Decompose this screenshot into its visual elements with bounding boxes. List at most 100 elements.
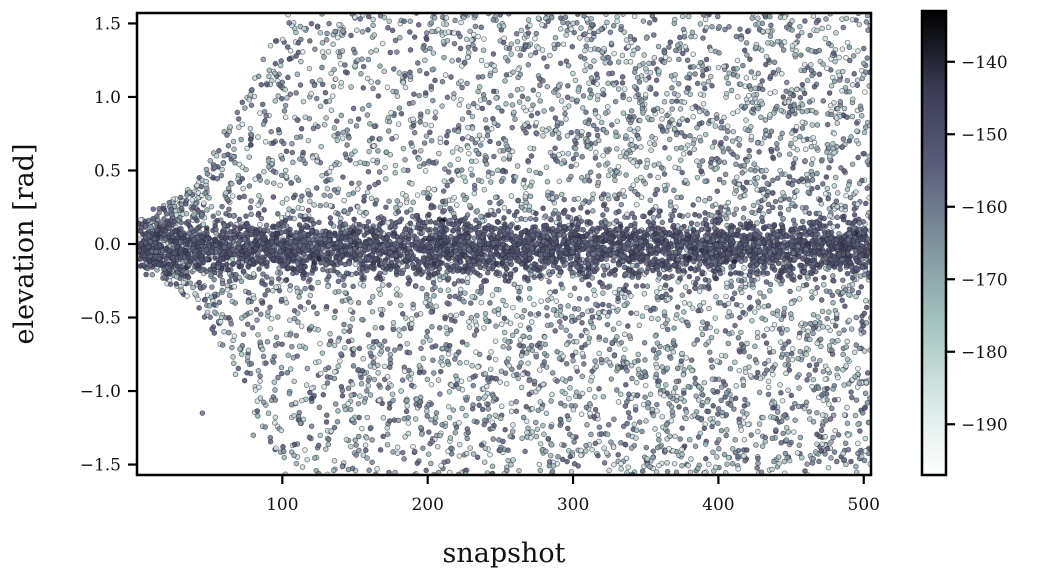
scatter-point: [818, 427, 825, 434]
scatter-point: [544, 178, 551, 185]
scatter-point: [261, 168, 267, 175]
scatter-point: [650, 347, 657, 354]
scatter-point: [431, 15, 438, 21]
scatter-point: [788, 300, 795, 307]
scatter-point: [725, 80, 732, 87]
scatter-point: [283, 173, 290, 180]
scatter-point: [844, 186, 851, 193]
scatter-point: [407, 277, 413, 284]
scatter-point: [629, 375, 635, 382]
scatter-point: [553, 312, 560, 318]
scatter-point: [765, 201, 772, 208]
scatter-point: [552, 288, 559, 295]
scatter-point: [839, 88, 845, 94]
scatter-point: [703, 66, 710, 73]
scatter-point: [400, 145, 407, 152]
scatter-point: [621, 294, 628, 301]
scatter-point: [410, 116, 416, 123]
scatter-point: [604, 19, 610, 26]
scatter-point: [660, 369, 667, 375]
scatter-point: [257, 110, 263, 116]
scatter-point: [490, 88, 497, 95]
scatter-point: [614, 387, 620, 393]
scatter-point: [741, 205, 747, 212]
scatter-point: [740, 378, 747, 385]
scatter-point: [595, 179, 602, 186]
scatter-point: [600, 290, 606, 296]
scatter-point: [226, 329, 232, 336]
scatter-point: [365, 56, 372, 63]
scatter-point: [636, 79, 643, 85]
scatter-point: [636, 62, 643, 69]
scatter-point: [578, 447, 584, 454]
scatter-point: [674, 304, 681, 310]
scatter-point: [732, 359, 738, 365]
scatter-point: [323, 446, 329, 452]
scatter-point: [842, 203, 848, 210]
scatter-point: [647, 86, 654, 92]
scatter-point: [593, 149, 599, 156]
scatter-point: [406, 349, 413, 356]
scatter-point: [523, 418, 530, 424]
scatter-point: [733, 33, 740, 40]
scatter-point: [535, 45, 541, 51]
scatter-point: [326, 341, 332, 348]
scatter-point: [338, 351, 344, 357]
scatter-point: [716, 24, 722, 30]
scatter-point: [208, 203, 215, 210]
scatter-point: [849, 287, 855, 294]
scatter-point: [651, 162, 657, 168]
scatter-point: [862, 390, 869, 397]
scatter-point: [302, 345, 309, 351]
scatter-point: [649, 134, 655, 140]
scatter-point: [366, 184, 372, 190]
scatter-point: [800, 327, 807, 333]
scatter-point: [531, 301, 537, 308]
scatter-point: [230, 354, 236, 360]
scatter-point: [680, 26, 687, 33]
scatter-point: [296, 294, 302, 300]
scatter-point: [651, 107, 657, 114]
scatter-point: [498, 178, 505, 185]
scatter-point: [335, 34, 341, 41]
scatter-point: [809, 295, 815, 301]
scatter-point: [812, 290, 819, 296]
scatter-point: [347, 118, 354, 124]
scatter-point: [702, 325, 709, 332]
scatter-point: [264, 287, 271, 293]
scatter-point: [425, 186, 432, 192]
scatter-point: [432, 115, 438, 121]
scatter-point: [302, 114, 309, 120]
scatter-point: [620, 188, 626, 194]
scatter-point: [679, 116, 686, 122]
scatter-point: [446, 414, 453, 421]
scatter-point: [462, 60, 468, 66]
scatter-point: [418, 424, 424, 431]
scatter-point: [737, 81, 744, 87]
scatter-point: [596, 424, 603, 430]
scatter-point: [315, 442, 322, 449]
scatter-point: [579, 320, 585, 326]
scatter-point: [546, 459, 553, 465]
scatter-point: [328, 70, 334, 77]
scatter-point: [408, 140, 414, 146]
scatter-point: [189, 197, 195, 203]
scatter-point: [584, 138, 591, 144]
scatter-point: [670, 349, 676, 355]
scatter-point: [493, 95, 499, 101]
scatter-point: [240, 185, 246, 192]
scatter-point: [403, 193, 409, 199]
scatter-point: [699, 331, 706, 338]
scatter-point: [797, 133, 803, 140]
scatter-point: [416, 369, 423, 376]
scatter-point: [639, 313, 646, 320]
scatter-point: [298, 126, 305, 132]
scatter-point: [428, 460, 434, 467]
scatter-point: [861, 348, 868, 354]
scatter-point: [540, 381, 546, 388]
scatter-point: [774, 312, 780, 318]
scatter-point: [387, 300, 393, 306]
scatter-point: [241, 193, 247, 200]
scatter-point: [358, 374, 364, 381]
scatter-point: [514, 87, 521, 93]
